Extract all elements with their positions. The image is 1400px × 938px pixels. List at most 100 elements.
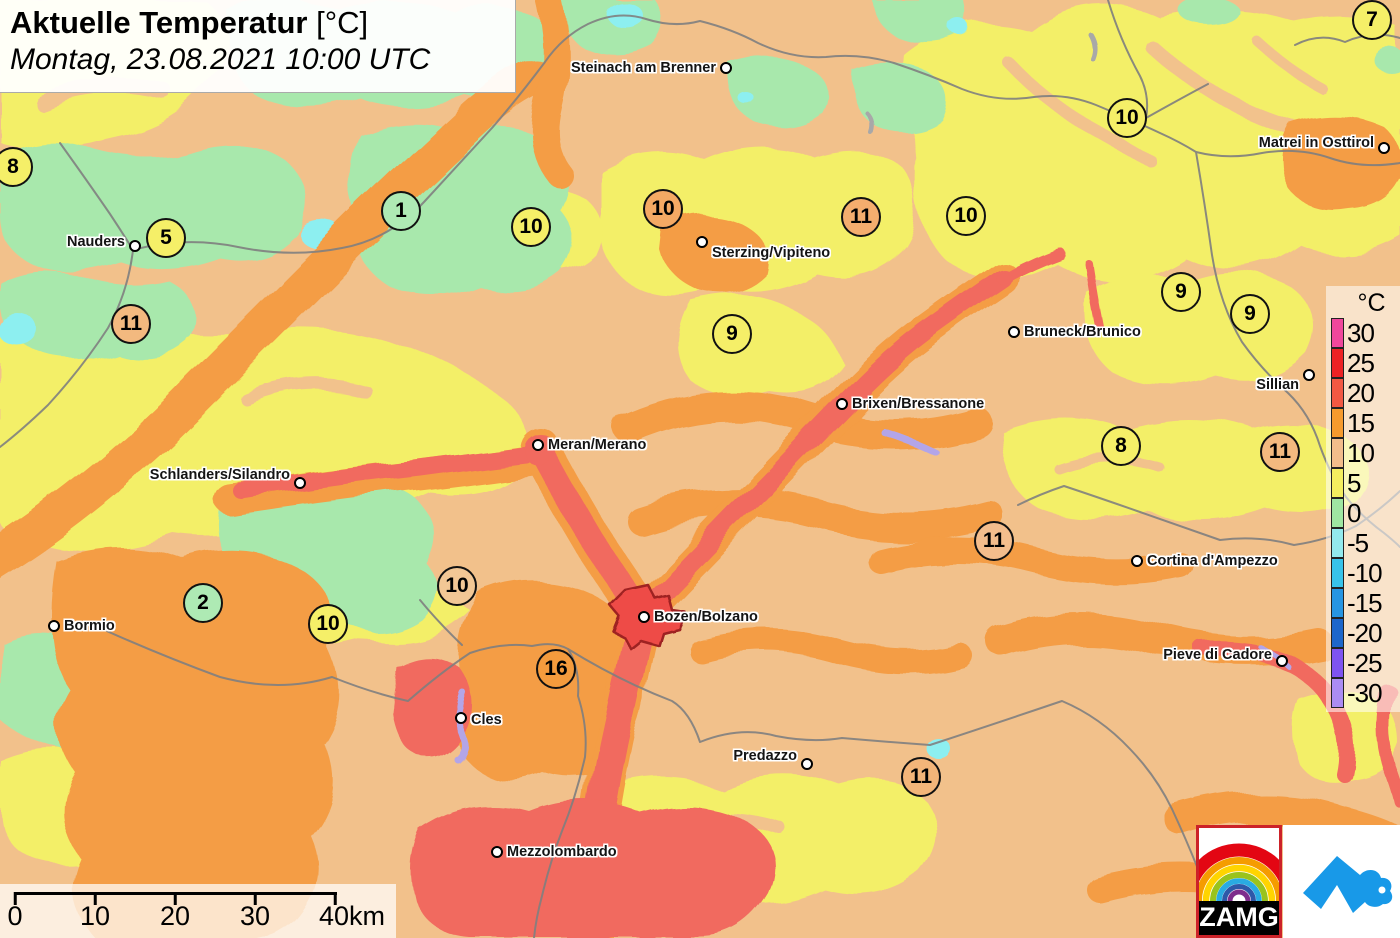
legend-label: -20 <box>1347 618 1383 648</box>
legend-entry: 20 <box>1331 378 1400 408</box>
legend-swatch <box>1331 618 1344 648</box>
scale-bar-label: 30 <box>239 901 271 931</box>
zamg-logo-text: ZAMG <box>1199 901 1279 935</box>
legend-rows: 30 25 20 15 10 5 0 -5 -10 -15 -20 -25 -30 <box>1331 318 1400 708</box>
legend-swatch <box>1331 438 1344 468</box>
city-label: Pieve di Cadore <box>1163 647 1272 663</box>
station-temp-marker: 9 <box>1230 294 1270 334</box>
city-label: Cortina d'Ampezzo <box>1147 553 1278 569</box>
legend-entry: 0 <box>1331 498 1400 528</box>
legend-swatch <box>1331 348 1344 378</box>
legend-entry: 25 <box>1331 348 1400 378</box>
legend-entry: -30 <box>1331 678 1400 708</box>
city-dot-icon <box>1303 369 1315 381</box>
station-temp-marker: 8 <box>1101 426 1141 466</box>
legend-label: -10 <box>1347 558 1383 588</box>
station-temp-marker: 10 <box>1107 98 1147 138</box>
city-label: Cles <box>471 712 502 728</box>
legend-label: 20 <box>1347 378 1375 408</box>
city-dot-icon <box>1131 555 1143 567</box>
scale-bar-tick <box>173 892 177 905</box>
scale-bar-tick <box>253 892 257 905</box>
station-temp-marker: 11 <box>111 304 151 344</box>
legend-entry: -10 <box>1331 558 1400 588</box>
station-temp-marker: 2 <box>183 583 223 623</box>
station-temp-marker: 9 <box>1161 272 1201 312</box>
scale-bar-tick <box>333 892 337 905</box>
station-temp-marker: 10 <box>511 207 551 247</box>
weather-service-logo <box>1283 825 1400 938</box>
city-label: Bruneck/Brunico <box>1024 324 1141 340</box>
legend-label: -15 <box>1347 588 1383 618</box>
station-temp-marker: 8 <box>0 147 33 187</box>
city-label: Mezzolombardo <box>507 844 617 860</box>
scale-bar-tick <box>93 892 97 905</box>
legend-label: 15 <box>1347 408 1375 438</box>
scale-bar-label: 40km <box>318 901 386 931</box>
city-dot-icon <box>836 398 848 410</box>
city-label: Bozen/Bolzano <box>654 609 758 625</box>
city-dot-icon <box>720 62 732 74</box>
legend-entry: 5 <box>1331 468 1400 498</box>
zamg-rainbow-icon <box>1199 843 1279 902</box>
legend-label: 5 <box>1347 468 1362 498</box>
station-temp-marker: 9 <box>712 314 752 354</box>
city-label: Matrei in Osttirol <box>1258 135 1374 151</box>
legend-swatch <box>1331 408 1344 438</box>
scale-bar-label: 20 <box>159 901 191 931</box>
city-label: Steinach am Brenner <box>570 60 716 76</box>
city-label: Bormio <box>64 618 115 634</box>
scale-bar: 0 10 20 30 40km <box>0 884 396 938</box>
legend-label: 30 <box>1347 318 1375 348</box>
city-label: Nauders <box>66 234 125 250</box>
legend-entry: -20 <box>1331 618 1400 648</box>
city-dot-icon <box>1008 326 1020 338</box>
legend-entry: 30 <box>1331 318 1400 348</box>
city-dot-icon <box>48 620 60 632</box>
city-label: Brixen/Bressanone <box>852 396 985 412</box>
legend-entry: -25 <box>1331 648 1400 678</box>
city-dot-icon <box>1378 142 1390 154</box>
city-label: Predazzo <box>733 748 797 764</box>
legend-entry: 10 <box>1331 438 1400 468</box>
city-dot-icon <box>1276 655 1288 667</box>
city-dot-icon <box>129 240 141 252</box>
legend-entry: -15 <box>1331 588 1400 618</box>
station-temp-marker: 1 <box>381 191 421 231</box>
map-title-unit: [°C] <box>316 5 369 40</box>
station-temp-marker: 10 <box>437 566 477 606</box>
station-temp-marker: 11 <box>1260 432 1300 472</box>
station-temp-marker: 11 <box>901 757 941 797</box>
zamg-logo: ZAMG <box>1196 825 1282 938</box>
station-temp-marker: 11 <box>974 521 1014 561</box>
city-label: Schlanders/Silandro <box>149 467 290 483</box>
station-temp-marker: 5 <box>146 218 186 258</box>
station-temp-marker: 16 <box>536 649 576 689</box>
station-temp-marker: 10 <box>643 189 683 229</box>
city-dot-icon <box>491 846 503 858</box>
legend-swatch <box>1331 468 1344 498</box>
city-dot-icon <box>696 236 708 248</box>
legend-swatch <box>1331 648 1344 678</box>
legend-entry: 15 <box>1331 408 1400 438</box>
city-dot-icon <box>455 712 467 724</box>
station-temp-marker: 11 <box>841 197 881 237</box>
station-temp-marker: 10 <box>308 604 348 644</box>
legend-swatch <box>1331 528 1344 558</box>
map-title: Aktuelle Temperatur <box>10 5 308 40</box>
city-label: Meran/Merano <box>548 437 647 453</box>
scale-bar-label: 10 <box>79 901 111 931</box>
station-temp-marker: 7 <box>1352 0 1392 40</box>
legend-label: 25 <box>1347 348 1375 378</box>
temperature-legend: °C 30 25 20 15 10 5 0 -5 -10 -15 -20 -25 -30 <box>1326 286 1400 712</box>
legend-unit-header: °C <box>1357 289 1386 317</box>
scale-bar-tick <box>13 892 17 905</box>
city-dot-icon <box>532 439 544 451</box>
station-temp-marker: 10 <box>946 196 986 236</box>
legend-label: -30 <box>1347 678 1383 708</box>
map-title-line: Aktuelle Temperatur [°C] <box>10 5 505 41</box>
city-dot-icon <box>801 758 813 770</box>
legend-entry: -5 <box>1331 528 1400 558</box>
title-box: Aktuelle Temperatur [°C] Montag, 23.08.2… <box>0 0 516 93</box>
